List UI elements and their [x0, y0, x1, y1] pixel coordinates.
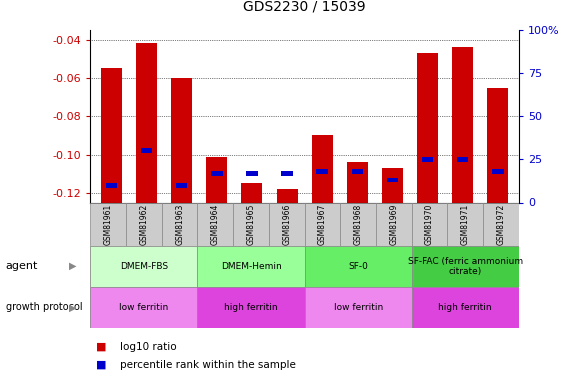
- Text: GSM81971: GSM81971: [461, 203, 470, 245]
- Text: GSM81970: GSM81970: [425, 203, 434, 245]
- Bar: [198, 287, 304, 328]
- Bar: [269, 202, 304, 246]
- Text: GSM81969: GSM81969: [389, 203, 398, 245]
- Text: GSM81964: GSM81964: [211, 203, 220, 245]
- Bar: [161, 202, 198, 246]
- Bar: [487, 87, 508, 202]
- Bar: [176, 183, 188, 188]
- Text: GSM81965: GSM81965: [247, 203, 255, 245]
- Bar: [241, 183, 262, 203]
- Bar: [106, 183, 117, 188]
- Bar: [457, 157, 469, 162]
- Text: GSM81966: GSM81966: [282, 203, 292, 245]
- Text: ■: ■: [96, 342, 107, 352]
- Bar: [417, 53, 438, 202]
- Bar: [340, 202, 376, 246]
- Bar: [412, 287, 519, 328]
- Bar: [141, 148, 152, 153]
- Bar: [412, 202, 448, 246]
- Bar: [171, 78, 192, 203]
- Bar: [387, 178, 398, 183]
- Text: DMEM-FBS: DMEM-FBS: [120, 262, 168, 271]
- Bar: [448, 202, 483, 246]
- Bar: [312, 135, 333, 202]
- Bar: [233, 202, 269, 246]
- Text: growth protocol: growth protocol: [6, 303, 82, 312]
- Bar: [126, 202, 161, 246]
- Bar: [90, 246, 198, 287]
- Bar: [452, 47, 473, 202]
- Bar: [304, 202, 340, 246]
- Text: agent: agent: [6, 261, 38, 271]
- Bar: [90, 287, 198, 328]
- Text: low ferritin: low ferritin: [333, 303, 383, 312]
- Text: GDS2230 / 15039: GDS2230 / 15039: [243, 0, 366, 13]
- Text: GSM81972: GSM81972: [497, 203, 505, 245]
- Bar: [492, 169, 504, 174]
- Bar: [101, 68, 122, 203]
- Text: percentile rank within the sample: percentile rank within the sample: [120, 360, 296, 370]
- Text: high ferritin: high ferritin: [224, 303, 278, 312]
- Bar: [347, 162, 368, 202]
- Bar: [211, 171, 223, 176]
- Text: GSM81962: GSM81962: [139, 203, 149, 245]
- Bar: [352, 169, 363, 174]
- Bar: [90, 202, 126, 246]
- Text: log10 ratio: log10 ratio: [120, 342, 176, 352]
- Text: DMEM-Hemin: DMEM-Hemin: [221, 262, 282, 271]
- Bar: [317, 169, 328, 174]
- Bar: [198, 246, 304, 287]
- Text: ▶: ▶: [69, 261, 76, 271]
- Bar: [304, 287, 412, 328]
- Text: high ferritin: high ferritin: [438, 303, 492, 312]
- Text: ▶: ▶: [69, 303, 76, 312]
- Text: GSM81961: GSM81961: [104, 203, 113, 245]
- Bar: [206, 156, 227, 203]
- Text: GSM81967: GSM81967: [318, 203, 327, 245]
- Bar: [422, 157, 433, 162]
- Text: SF-0: SF-0: [348, 262, 368, 271]
- Bar: [382, 168, 403, 202]
- Bar: [198, 202, 233, 246]
- Text: low ferritin: low ferritin: [120, 303, 168, 312]
- Bar: [376, 202, 412, 246]
- Text: GSM81968: GSM81968: [354, 203, 363, 245]
- Bar: [276, 189, 297, 202]
- Bar: [304, 246, 412, 287]
- Bar: [483, 202, 519, 246]
- Text: GSM81963: GSM81963: [175, 203, 184, 245]
- Text: SF-FAC (ferric ammonium
citrate): SF-FAC (ferric ammonium citrate): [408, 256, 523, 276]
- Bar: [281, 171, 293, 176]
- Bar: [136, 44, 157, 203]
- Text: ■: ■: [96, 360, 107, 370]
- Bar: [246, 171, 258, 176]
- Bar: [412, 246, 519, 287]
